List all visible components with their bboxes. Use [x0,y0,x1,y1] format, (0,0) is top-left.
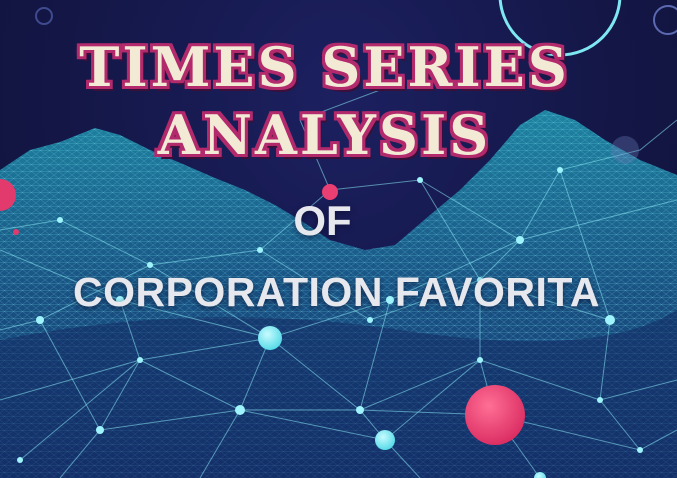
subtitle-company: CORPORATION FAVORITA [72,269,601,315]
title-line-1: TIMES SERIES [79,35,570,99]
pink-node-large [465,385,525,445]
title-line-2: ANALYSIS [157,103,492,167]
pink-node-small [322,184,338,200]
subtitle-of: OF [293,197,352,244]
ghost-node [611,136,639,164]
pink-node-edge [0,179,16,211]
ring-outline [498,0,622,57]
ring-small [653,5,677,35]
ring-tiny [35,7,53,25]
pink-dot-tiny [13,229,19,235]
network-nodes [17,167,643,478]
